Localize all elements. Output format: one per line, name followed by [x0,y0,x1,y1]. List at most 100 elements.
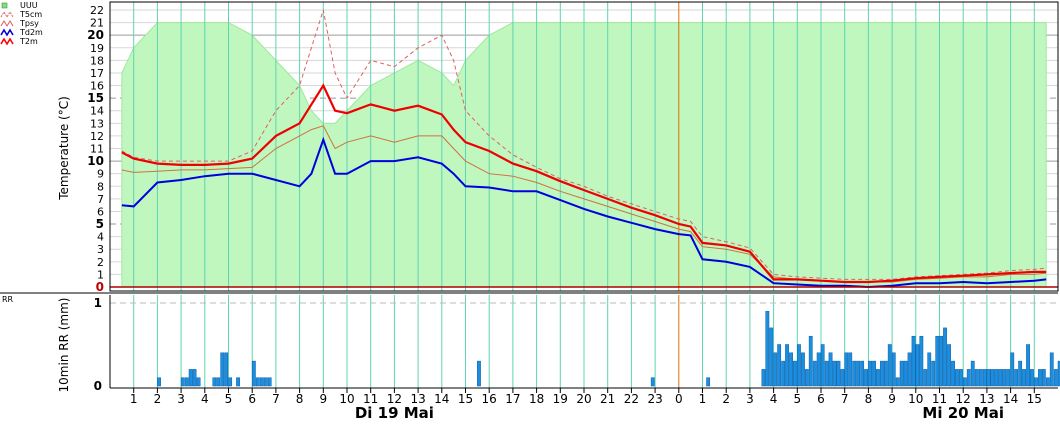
y-tick-label: 1 [97,268,104,281]
rr-bar [852,360,857,387]
x-tick-label: 6 [817,392,825,406]
rr-bar [856,360,861,387]
series-t5cm [121,9,1047,280]
rr-bar [1018,360,1023,387]
rr-bar [765,311,770,387]
y-tick-label: 14 [90,105,104,118]
x-tick-label: 15 [1027,392,1042,406]
day-label: Mi 20 Mai [922,404,1004,422]
rr-bar [804,369,809,387]
x-tick-label: 7 [841,392,849,406]
rr-bar [986,369,991,387]
x-tick-label: 7 [272,392,280,406]
rr-bar [951,360,955,387]
legend-swatch-uuu [1,2,8,9]
rr-bar [808,335,813,387]
rr-bar [259,377,264,387]
rr-bar [880,360,884,387]
y-tick-label: 6 [97,205,104,218]
rr-bar [836,360,841,387]
rr-bar [966,369,971,387]
x-tick-label: 1 [699,392,707,406]
legend-label-t2m: T2m [19,37,38,46]
legend-label-uuu: UUU [20,1,38,10]
rr-bar [1006,369,1011,387]
legend-label-tpsy: Tpsy [19,19,39,28]
rr-bar [773,352,778,387]
x-tick-label: 14 [434,392,449,406]
rr-bar [939,335,944,387]
x-tick-label: 9 [319,392,327,406]
y-tick-label: 8 [97,180,104,193]
rr-bar [1038,369,1042,387]
rr-bar [911,335,916,387]
x-tick-label: 18 [529,392,544,406]
y-tick-label: 7 [97,193,104,206]
y-tick-label: 0 [96,280,104,294]
rr-bar [777,344,782,387]
x-tick-label: 6 [248,392,256,406]
rr-bar [477,360,481,387]
legend-swatch-tpsy [0,20,14,27]
x-tick-label: 17 [505,392,520,406]
rr-bar [801,352,805,387]
rr-bar [236,377,240,387]
rr-bar [927,352,932,387]
x-tick-label: 0 [675,392,683,406]
series-td2m [121,136,1047,289]
rr-bar [184,377,189,387]
rr-bar [848,352,853,387]
rr-bar [990,369,995,387]
rr-bar [994,369,999,387]
rr-bar [224,352,229,387]
y-tick-label: 2 [97,256,104,269]
x-tick-label: 14 [1003,392,1018,406]
x-tick-label: 16 [482,392,497,406]
x-tick-label: 19 [553,392,568,406]
rr-bar [860,360,865,387]
x-tick-label: 13 [979,392,994,406]
rr-bar [832,360,837,387]
day-labels: Di 19 Mai Mi 20 Mai [355,404,1004,422]
rr-bar [872,360,876,387]
rr-bar [267,377,272,387]
rr-bar [1045,377,1050,387]
rr-bar [228,377,233,387]
rr-bar [974,369,979,387]
x-tick-label: 8 [865,392,873,406]
rr-bar [919,335,924,387]
rr-bar [923,369,928,387]
rr-bar [820,344,825,387]
x-tick-label: 22 [624,392,639,406]
rr-bar [1030,369,1034,387]
temperature-frame [109,1,1059,292]
rr-bar [1034,377,1038,387]
rr-bar [797,344,801,387]
x-tick-label: 5 [793,392,801,406]
rr-bar [828,352,833,387]
rr-bar [915,344,920,387]
x-tick-label: 2 [722,392,730,406]
y-tick-label: 15 [87,91,104,105]
rr-bar [982,369,987,387]
x-tick-label: 11 [932,392,947,406]
rr-bar [650,377,655,387]
x-tick-label: 10 [908,392,923,406]
y-tick-label: 19 [90,42,104,55]
rr-bar [196,377,201,387]
rr-bar [769,327,774,387]
rr-bar [1049,352,1054,387]
x-tick-label: 5 [225,392,233,406]
rr-bar [761,369,766,387]
rr-bar [785,344,789,387]
series-t2m [121,83,1047,284]
rr-bar [1002,369,1007,387]
rr-bar [1014,369,1019,387]
legend-swatch-t5cm [0,11,14,18]
rr-bar [868,360,872,387]
rr-bar [864,369,868,387]
precipitation-panel-title: RR [2,295,14,304]
x-tick-label: 9 [888,392,896,406]
